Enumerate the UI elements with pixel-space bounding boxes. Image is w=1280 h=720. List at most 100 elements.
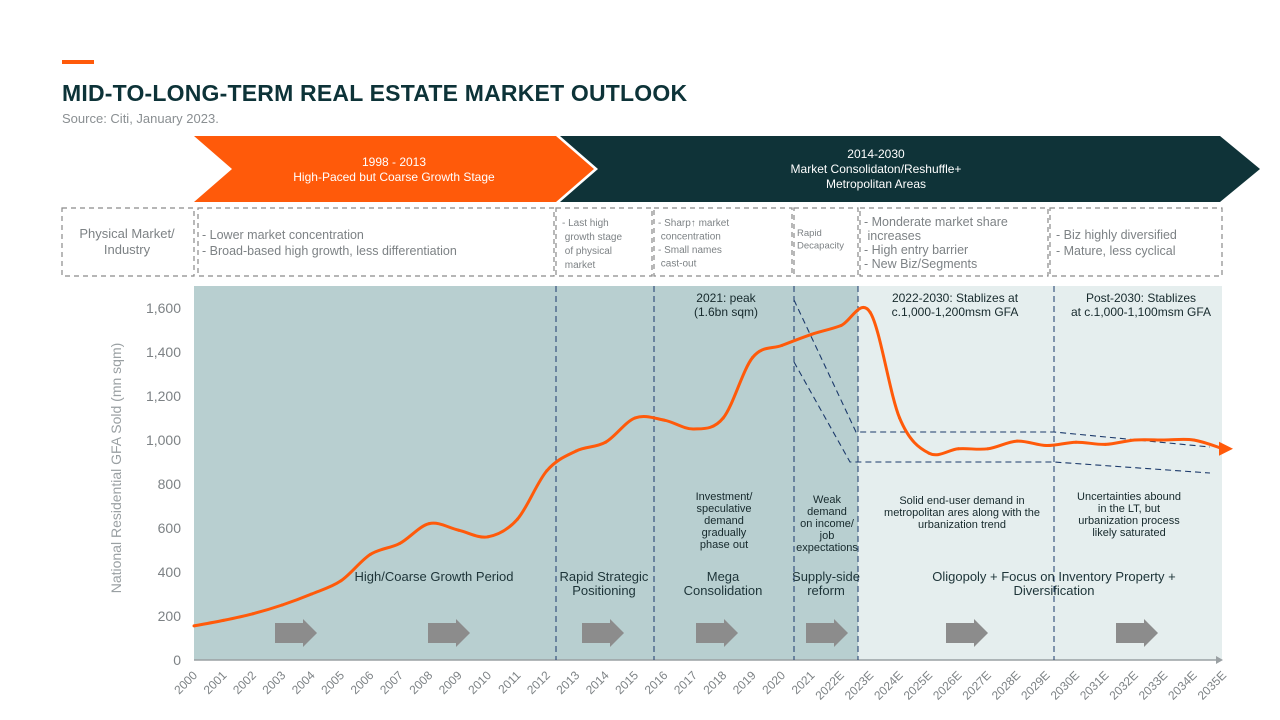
data-point — [251, 612, 255, 616]
x-tick-label: 2025E — [901, 668, 935, 702]
period-label: Mega Consolidation — [684, 569, 763, 598]
data-point — [427, 522, 431, 526]
x-tick-label: 2010 — [465, 668, 494, 697]
data-point — [839, 324, 843, 328]
data-point — [1103, 442, 1107, 446]
data-point — [721, 416, 725, 420]
x-tick-label: 2008 — [407, 668, 436, 697]
data-point — [927, 451, 931, 455]
data-point — [221, 618, 225, 622]
x-tick-label: 2034E — [1165, 668, 1199, 702]
y-tick-label: 1,600 — [146, 300, 181, 316]
data-point — [1045, 444, 1049, 447]
y-axis-label: National Residential GFA Sold (mn sqm) — [108, 343, 124, 594]
industry-header: Physical Market/Industry — [79, 226, 175, 257]
x-tick-label: 2018 — [701, 668, 730, 697]
characteristic-text: - Lower market concentration - Broad-base… — [202, 228, 457, 258]
y-tick-label: 1,000 — [146, 432, 181, 448]
annotation: Post-2030: Stablizes at c.1,000-1,100msm … — [1071, 291, 1211, 319]
x-tick-label: 2023E — [842, 668, 876, 702]
x-tick-label: 2003 — [260, 668, 289, 697]
data-point — [868, 310, 872, 314]
x-tick-label: 2009 — [436, 668, 465, 697]
y-tick-label: 1,400 — [146, 344, 181, 360]
period-label: High/Coarse Growth Period — [355, 569, 514, 584]
x-tick-label: 2032E — [1106, 668, 1140, 702]
x-tick-label: 2019 — [730, 668, 759, 697]
period-label: Rapid Strategic Positioning — [560, 569, 649, 598]
data-point — [192, 624, 196, 628]
data-point — [751, 356, 755, 359]
x-tick-label: 2002 — [230, 668, 259, 697]
x-tick-label: 2031E — [1077, 668, 1111, 702]
process-arrow — [696, 619, 738, 647]
characteristic-box — [653, 207, 793, 277]
series-arrowhead — [1219, 441, 1233, 456]
x-tick-label: 2001 — [201, 668, 230, 697]
data-point — [780, 343, 784, 347]
period-label: Supply-side reform — [792, 569, 860, 598]
data-point — [545, 469, 549, 473]
x-tick-label: 2017 — [671, 668, 700, 697]
stage-arrow-1998-2013 — [194, 136, 594, 202]
x-tick-label: 2029E — [1018, 668, 1052, 702]
data-point — [398, 541, 402, 545]
y-tick-label: 200 — [158, 608, 182, 624]
data-point — [633, 416, 637, 420]
x-tick-label: 2033E — [1136, 668, 1170, 702]
characteristic-box — [61, 207, 195, 277]
x-tick-label: 2035E — [1195, 668, 1229, 702]
data-point — [662, 418, 666, 422]
annotation: 2021: peak (1.6bn sqm) — [694, 291, 758, 319]
data-point — [574, 449, 578, 453]
characteristic-box — [793, 207, 859, 277]
data-point — [898, 416, 902, 420]
process-arrow — [1116, 619, 1158, 647]
x-tick-label: 2014 — [583, 668, 612, 697]
accent-bar — [62, 60, 94, 64]
y-tick-label: 1,200 — [146, 388, 181, 404]
x-tick-label: 2012 — [524, 668, 553, 697]
x-tick-label: 2015 — [612, 668, 641, 697]
shade-growth-phase — [194, 286, 858, 660]
data-point — [368, 552, 372, 556]
data-point — [956, 447, 960, 451]
annotation: Uncertainties abound in the LT, but urbani… — [1077, 491, 1181, 539]
x-tick-label: 2028E — [989, 668, 1023, 702]
data-point — [1074, 440, 1078, 444]
y-tick-label: 800 — [158, 476, 182, 492]
characteristic-text: - Monderate market share increases - High… — [864, 215, 1008, 271]
process-arrow — [806, 619, 848, 647]
characteristic-box — [859, 207, 1049, 277]
data-point — [604, 440, 608, 444]
annotation: 2022-2030: Stablizes at c.1,000-1,200msm … — [892, 291, 1019, 319]
process-arrow — [428, 619, 470, 647]
stage-arrow-2014-2030 — [560, 136, 1260, 202]
annotation: Solid end-user demand in metropolitan are… — [884, 495, 1040, 531]
data-point — [1015, 439, 1019, 443]
x-tick-label: 2005 — [318, 668, 347, 697]
x-tick-label: 2024E — [871, 668, 905, 702]
characteristic-text: - Sharp↑ market concentration - Small nam… — [658, 218, 729, 270]
x-tick-label: 2011 — [495, 668, 523, 696]
data-point — [1192, 438, 1196, 442]
data-point — [1162, 438, 1166, 442]
x-tick-label: 2013 — [554, 668, 583, 697]
data-point — [692, 427, 696, 431]
x-tick-label: 2004 — [289, 668, 318, 697]
process-arrow — [582, 619, 624, 647]
x-tick-label: 2016 — [642, 668, 671, 697]
characteristic-box — [197, 207, 555, 277]
x-tick-label: 2006 — [348, 668, 377, 697]
x-tick-label: 2022E — [812, 668, 846, 702]
y-tick-label: 0 — [173, 652, 181, 668]
x-tick-label: 2030E — [1048, 668, 1082, 702]
data-point — [457, 528, 461, 532]
annotation: Investment/speculative demand gradually pha… — [696, 491, 754, 551]
data-point — [339, 579, 343, 583]
y-tick-label: 600 — [158, 520, 182, 536]
x-tick-label: 2020 — [759, 668, 788, 697]
process-arrow — [275, 619, 317, 647]
x-tick-label: 2007 — [377, 668, 406, 697]
x-tick-label: 2000 — [171, 668, 200, 697]
